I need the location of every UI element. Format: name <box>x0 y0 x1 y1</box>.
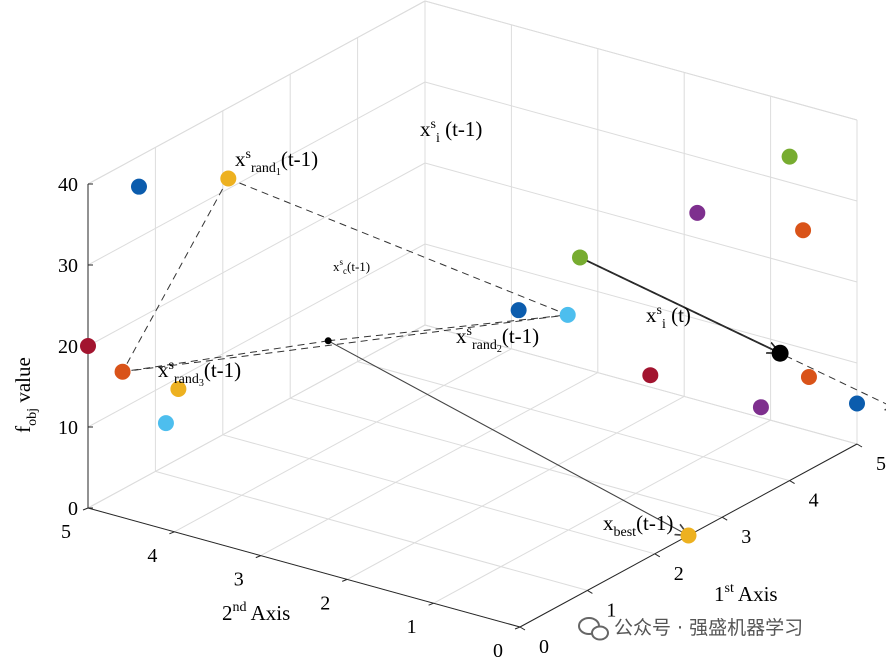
floor-grid-line <box>433 419 771 604</box>
data-point <box>80 338 96 354</box>
watermark: 公众号 · 强盛机器学习 <box>578 617 803 641</box>
floor-grid-line <box>222 434 655 555</box>
point-rand1 <box>220 170 237 187</box>
wall-grid-line <box>424 162 858 283</box>
annot-xi-t: xsi (t) <box>646 303 691 332</box>
y-tick-label: 1 <box>407 616 417 638</box>
data-point <box>689 204 706 221</box>
annot-rand1: xsrand1(t-1) <box>235 147 318 178</box>
z-axis-title-tail: value <box>11 357 35 408</box>
z-tick-label: 10 <box>58 417 78 439</box>
y-tick-label: 5 <box>61 521 71 543</box>
z-axis-title: fobj value <box>11 357 40 433</box>
y-axis-title-sup: nd <box>233 600 247 615</box>
z-tick-label: 20 <box>58 336 78 358</box>
wall-grid-line <box>87 81 426 266</box>
floor-grid-line <box>290 397 723 518</box>
y-tick-mark <box>82 507 89 511</box>
z-tick-label: 30 <box>58 255 78 277</box>
wall-grid-line <box>424 0 858 121</box>
x-axis-title-tail: Axis <box>734 582 778 606</box>
y-tick-label: 0 <box>493 640 503 661</box>
y-axis-line <box>87 507 521 628</box>
dashed-arrow-direction <box>579 256 886 409</box>
data-point <box>752 399 769 416</box>
annot-best: xbest(t-1) <box>603 511 673 540</box>
data-point <box>781 148 798 165</box>
y-axis-title-tail: Axis <box>247 601 291 625</box>
y-tick-label: 4 <box>147 545 157 567</box>
point-rand3 <box>114 363 131 380</box>
z-tick-label: 40 <box>58 174 78 196</box>
x-tick-mark <box>519 626 526 631</box>
x-tick-mark <box>856 443 863 448</box>
y-tick-mark <box>169 531 175 535</box>
annot-rand2: xsrand2(t-1) <box>456 324 539 355</box>
arrow-centroid-to-best <box>327 340 688 536</box>
annot-centroid: xsc(t-1) <box>333 257 370 276</box>
x-tick-mark <box>789 480 795 485</box>
wall-grid-line <box>87 324 426 509</box>
watermark-text: 公众号 · 强盛机器学习 <box>614 617 803 639</box>
x-tick-mark <box>587 589 593 594</box>
wall-grid-line <box>87 0 426 185</box>
z-axis-title-sub: obj <box>25 408 40 426</box>
y-tick-mark <box>255 555 261 559</box>
y-tick-mark <box>428 602 434 606</box>
x-tick-label: 2 <box>674 563 684 585</box>
z-tick-label: 0 <box>68 498 78 520</box>
x-tick-mark <box>654 553 661 558</box>
data-point <box>849 395 865 412</box>
x-tick-label: 1 <box>606 599 616 621</box>
annot-xi-prev: xsi (t-1) <box>420 117 482 146</box>
point-best <box>680 527 697 544</box>
x-tick-label: 5 <box>876 453 886 475</box>
data-point <box>642 367 659 384</box>
floor-grid-line <box>260 372 599 557</box>
x-tick-mark <box>721 516 728 521</box>
y-tick-mark <box>342 578 348 582</box>
wall-grid-line <box>424 324 858 445</box>
wall-grid-line <box>424 243 858 364</box>
dashed-edge-rand1-rand2 <box>228 178 568 316</box>
point-centroid <box>324 337 332 345</box>
grid-lines <box>87 0 858 628</box>
wall-grid-line <box>87 162 426 347</box>
dashed-edge-centroid-rand2 <box>328 314 568 342</box>
wechat-icon <box>578 617 609 641</box>
point-rand2 <box>559 306 576 323</box>
floor-grid-line <box>155 470 588 591</box>
dashed-edge-rand1-rand3 <box>122 178 229 372</box>
dashed-edge-rand3-rand2 <box>122 314 568 373</box>
connector-lines <box>122 178 886 536</box>
x-tick-label: 4 <box>809 490 819 512</box>
data-points <box>80 148 865 544</box>
floor-grid-line <box>346 395 685 580</box>
point-xi_t <box>771 344 789 362</box>
x-tick-label: 0 <box>539 636 549 658</box>
y-axis-title: 2nd Axis <box>222 600 290 625</box>
data-point <box>157 415 174 432</box>
data-point <box>800 369 817 385</box>
wall-grid-line <box>424 81 858 202</box>
data-point <box>130 178 147 195</box>
data-point <box>795 222 812 239</box>
y-tick-mark <box>514 626 521 630</box>
data-point <box>170 380 187 397</box>
x-axis-title: 1st Axis <box>714 581 778 606</box>
floor-grid-line <box>357 361 790 482</box>
x-axis-title-sup: st <box>725 581 734 596</box>
data-point <box>510 302 527 319</box>
dashed-edge-centroid-rand3 <box>122 340 329 373</box>
floor-grid-line <box>174 348 512 533</box>
y-tick-label: 3 <box>234 569 244 591</box>
x-tick-label: 3 <box>741 526 751 548</box>
wall-grid-line <box>87 243 426 428</box>
annot-rand3: xsrand3(t-1) <box>158 358 241 389</box>
point-xi_prev <box>571 249 588 266</box>
y-tick-label: 2 <box>320 592 330 614</box>
